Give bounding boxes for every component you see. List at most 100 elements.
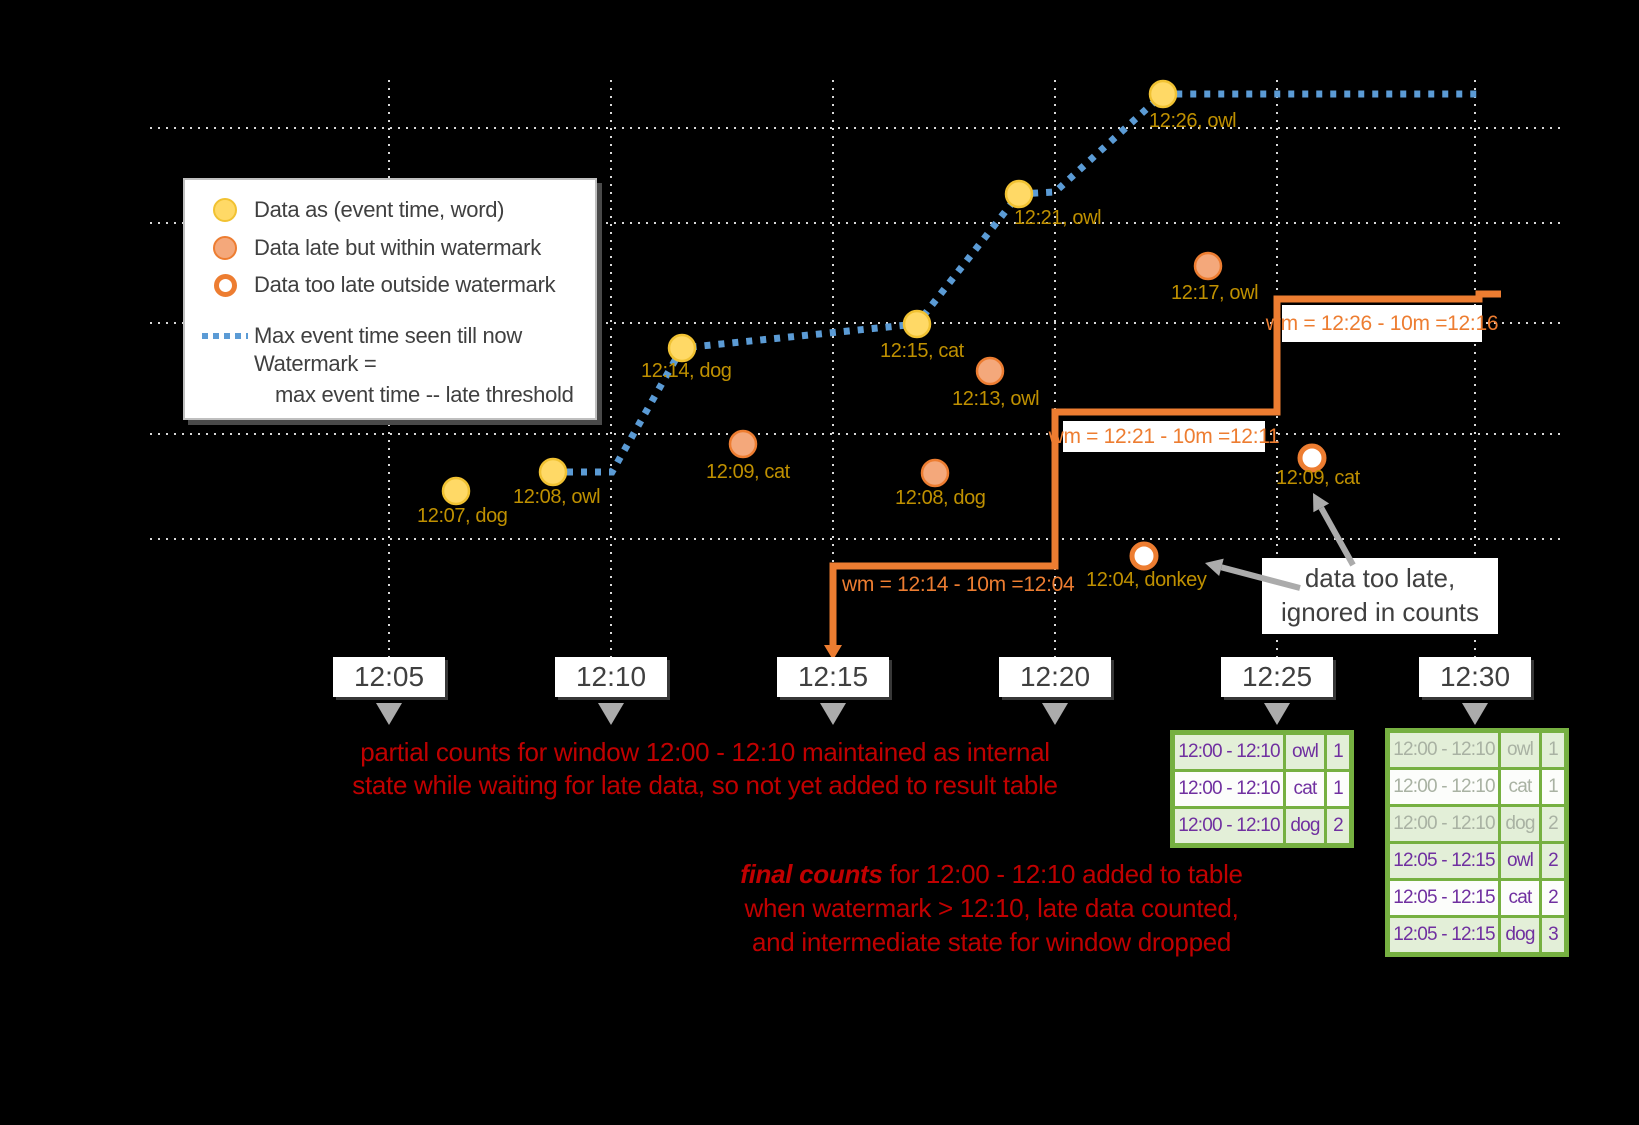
result-cell-count: 2 [1539, 804, 1568, 844]
final-counts-emphasis: final counts [740, 859, 883, 889]
data-point-late [1193, 251, 1223, 281]
data-point-label: 12:08, owl [513, 486, 601, 508]
result-row: 12:05 - 12:15 owl 2 [1386, 841, 1568, 881]
result-row: 12:00 - 12:10 owl 1 [1171, 731, 1353, 772]
result-cell-window: 12:00 - 12:10 [1386, 767, 1501, 807]
data-point-label: 12:04, donkey [1086, 569, 1207, 591]
too-late-note: data too late, ignored in counts [1262, 558, 1498, 634]
result-cell-word: cat [1498, 767, 1542, 807]
result-row-dropped: 12:00 - 12:10 dog 2 [1386, 804, 1568, 844]
result-cell-word: owl [1283, 731, 1327, 772]
result-cell-count: 1 [1539, 729, 1568, 770]
too-late-note-line2: ignored in counts [1280, 597, 1480, 627]
result-cell-word: dog [1283, 806, 1327, 847]
result-cell-count: 1 [1324, 731, 1353, 772]
max-event-line-icon [202, 333, 248, 339]
final-counts-line1-rest: for 12:00 - 12:10 added to table [882, 859, 1243, 889]
time-label-12:15: 12:15 [777, 657, 889, 697]
data-point-late [920, 458, 950, 488]
data-point-on-time [1148, 79, 1178, 109]
legend-item-label: Data late but within watermark [254, 235, 541, 260]
result-cell-count: 2 [1539, 878, 1568, 918]
result-row: 12:05 - 12:15 dog 3 [1386, 915, 1568, 956]
data-point-on-time [667, 333, 697, 363]
legend: Data as (event time, word) Data late but… [183, 178, 597, 420]
result-cell-word: cat [1283, 769, 1327, 809]
result-cell-window: 12:05 - 12:15 [1386, 878, 1501, 918]
result-cell-window: 12:00 - 12:10 [1171, 806, 1286, 847]
result-cell-count: 2 [1324, 806, 1353, 847]
data-point-label: 12:21, owl [1014, 207, 1102, 229]
too-late-note-line1: data too late, [1304, 563, 1456, 593]
result-row: 12:05 - 12:15 cat 2 [1386, 878, 1568, 918]
result-cell-count: 3 [1539, 915, 1568, 956]
time-axis-arrow-icon [376, 703, 402, 725]
legend-item-label: Max event time seen till now [254, 323, 522, 348]
legend-item-label2: max event time -- late threshold [275, 382, 574, 407]
result-cell-window: 12:05 - 12:15 [1386, 915, 1501, 956]
time-label-12:05: 12:05 [333, 657, 445, 697]
data-point-late [975, 356, 1005, 386]
data-point-on-time [1004, 179, 1034, 209]
time-axis-arrow-icon [598, 703, 624, 725]
result-row-dropped: 12:00 - 12:10 cat 1 [1386, 767, 1568, 807]
time-label-12:25: 12:25 [1221, 657, 1333, 697]
result-cell-window: 12:00 - 12:10 [1171, 731, 1286, 772]
watermark-label-1: wm = 12:14 - 10m =12:04 [842, 573, 1075, 596]
result-cell-count: 1 [1324, 769, 1353, 809]
result-row: 12:00 - 12:10 cat 1 [1171, 769, 1353, 809]
data-point-on-time [902, 309, 932, 339]
result-table-2: 12:00 - 12:10 owl 1 12:00 - 12:10 cat 1 12:00 … [1385, 728, 1569, 957]
result-cell-count: 2 [1539, 841, 1568, 881]
result-cell-window: 12:00 - 12:10 [1386, 804, 1501, 844]
time-axis-arrow-icon [1264, 703, 1290, 725]
data-point-label: 12:09, cat [706, 461, 790, 483]
legend-item-label: Watermark = [254, 351, 377, 376]
result-cell-word: owl [1498, 841, 1542, 881]
data-point-too-late [1297, 443, 1327, 473]
too-late-ring-icon [213, 273, 237, 297]
result-cell-window: 12:00 - 12:10 [1386, 729, 1501, 770]
data-point-label: 12:13, owl [952, 388, 1040, 410]
partial-counts-note-line2: state while waiting for late data, so no… [352, 770, 1058, 800]
data-point-label: 12:14, dog [641, 360, 732, 382]
legend-item-watermark: Watermark = max event time -- late thres… [254, 348, 574, 410]
watermark-label-2: wm = 12:21 - 10m =12:11 [1049, 421, 1280, 452]
data-point-late [728, 429, 758, 459]
partial-counts-note-line1: partial counts for window 12:00 - 12:10 … [360, 737, 1050, 767]
legend-item-max-event-line: Max event time seen till now [202, 323, 522, 349]
legend-item-label: Data too late outside watermark [254, 272, 556, 297]
result-row: 12:00 - 12:10 dog 2 [1171, 806, 1353, 847]
result-cell-window: 12:05 - 12:15 [1386, 841, 1501, 881]
on-time-dot-icon [213, 198, 237, 222]
watermark-line [829, 290, 1501, 646]
result-cell-word: dog [1498, 804, 1542, 844]
time-axis-arrow-icon [820, 703, 846, 725]
final-counts-note: final counts for 12:00 - 12:10 added to … [694, 857, 1289, 959]
result-cell-count: 1 [1539, 767, 1568, 807]
data-point-label: 12:26, owl [1149, 110, 1237, 132]
result-cell-window: 12:00 - 12:10 [1171, 769, 1286, 809]
result-row-dropped: 12:00 - 12:10 owl 1 [1386, 729, 1568, 770]
data-point-label: 12:17, owl [1171, 282, 1259, 304]
legend-item-label: Data as (event time, word) [254, 197, 505, 222]
data-point-label: 12:08, dog [895, 487, 986, 509]
result-cell-word: dog [1498, 915, 1542, 956]
time-label-12:20: 12:20 [999, 657, 1111, 697]
watermark-start-arrow-icon [824, 645, 842, 660]
result-cell-word: owl [1498, 729, 1542, 770]
late-dot-icon [213, 236, 237, 260]
data-point-on-time [441, 476, 471, 506]
time-axis-arrow-icon [1462, 703, 1488, 725]
data-point-label: 12:09, cat [1276, 467, 1360, 489]
data-point-on-time [538, 457, 568, 487]
partial-counts-note: partial counts for window 12:00 - 12:10 … [265, 736, 1145, 802]
watermark-label-3: wm = 12:26 - 10m =12:16 [1266, 305, 1499, 342]
final-counts-note-line3: and intermediate state for window droppe… [751, 927, 1232, 957]
result-table-1: 12:00 - 12:10 owl 1 12:00 - 12:10 cat 1 12:00 … [1170, 730, 1354, 848]
data-point-label: 12:07, dog [417, 505, 508, 527]
time-axis-arrow-icon [1042, 703, 1068, 725]
time-label-12:10: 12:10 [555, 657, 667, 697]
